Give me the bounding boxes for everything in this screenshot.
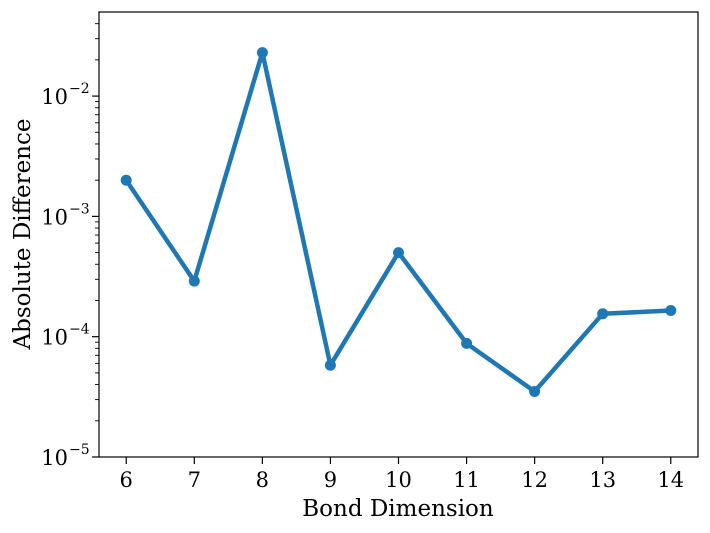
x-tick-label: 8 [256,468,269,492]
data-point [120,174,132,186]
data-point [461,337,473,349]
x-tick-label: 11 [453,468,480,492]
y-tick-label: 10 [41,326,68,350]
x-tick-label: 10 [385,468,412,492]
data-point [188,275,200,287]
y-tick-label: 10 [41,205,68,229]
data-point [324,359,336,371]
series-line [123,50,674,394]
plot-area [98,11,699,458]
x-axis-ticks: 6 7 8 9 10 11 12 13 14 [120,457,684,492]
x-axis-label: Bond Dimension [302,496,494,522]
y-tick-exponent: −3 [69,201,90,217]
y-tick-label: 10 [41,85,68,109]
y-tick-label: 10 [41,446,68,470]
data-point [393,247,404,259]
data-point [529,386,541,397]
x-tick-label: 7 [188,468,201,492]
axes-border [98,11,699,458]
y-tick-exponent: −5 [69,442,90,458]
y-axis-ticks: 10−510−410−310−2 [41,81,99,470]
x-tick-label: 9 [324,468,337,492]
data-point [256,47,268,59]
series-layer [120,47,677,397]
x-tick-label: 14 [657,468,684,492]
y-tick-exponent: −2 [69,81,90,97]
x-tick-label: 13 [589,468,616,492]
x-tick-label: 12 [521,468,548,492]
y-minor-ticks [95,23,99,422]
data-point [597,308,609,320]
x-tick-label: 6 [120,468,133,492]
y-tick-exponent: −4 [69,322,90,338]
y-axis-label: Absolute Difference [10,119,36,351]
data-point [665,305,677,316]
